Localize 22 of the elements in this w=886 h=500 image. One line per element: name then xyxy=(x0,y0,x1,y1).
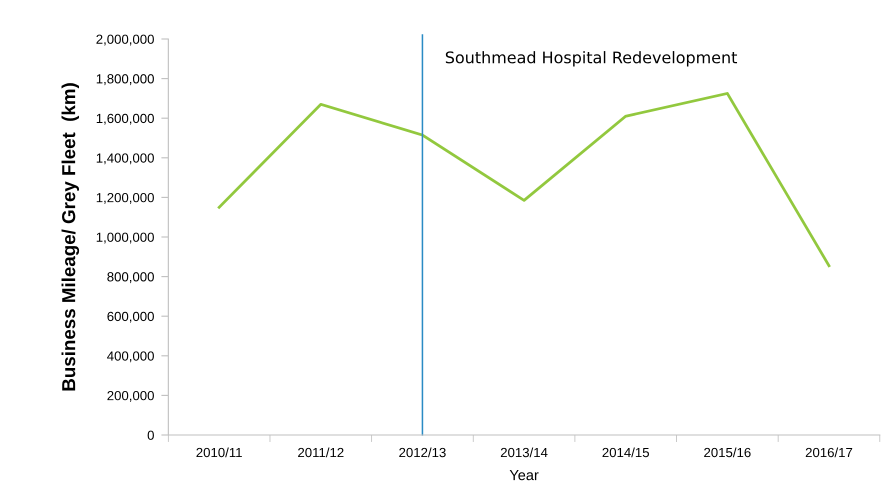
ref-line-label: Southmead Hospital Redevelopment xyxy=(446,51,738,67)
y-tick-label: 1,400,000 xyxy=(96,153,154,164)
y-axis-title: Business Mileage/ Grey Fleet (km) xyxy=(62,83,80,390)
y-tick-label: 1,800,000 xyxy=(96,74,154,86)
y-tick-label: 800,000 xyxy=(107,272,154,284)
y-tick-label: 1,600,000 xyxy=(96,114,154,125)
y-tick-label: 0 xyxy=(148,430,154,440)
x-tick-label: 2012/13 xyxy=(399,448,446,458)
x-tick-label: 2015/16 xyxy=(704,448,751,458)
x-tick-label: 2010/11 xyxy=(196,448,242,458)
x-tick-label: 2013/14 xyxy=(500,448,548,458)
x-axis-title: Year xyxy=(510,470,539,480)
y-tick-label: 400,000 xyxy=(107,351,154,362)
line-series xyxy=(218,92,830,268)
y-tick-label: 2,000,000 xyxy=(96,34,154,46)
x-tick-label: 2011/12 xyxy=(298,448,344,458)
x-tick-label: 2016/17 xyxy=(806,448,852,458)
y-tick-label: 600,000 xyxy=(107,312,154,323)
y-tick-label: 1,000,000 xyxy=(96,232,154,244)
x-tick-label: 2014/15 xyxy=(602,448,649,458)
y-tick-label: 200,000 xyxy=(107,390,154,402)
y-tick-label: 1,200,000 xyxy=(96,192,154,204)
